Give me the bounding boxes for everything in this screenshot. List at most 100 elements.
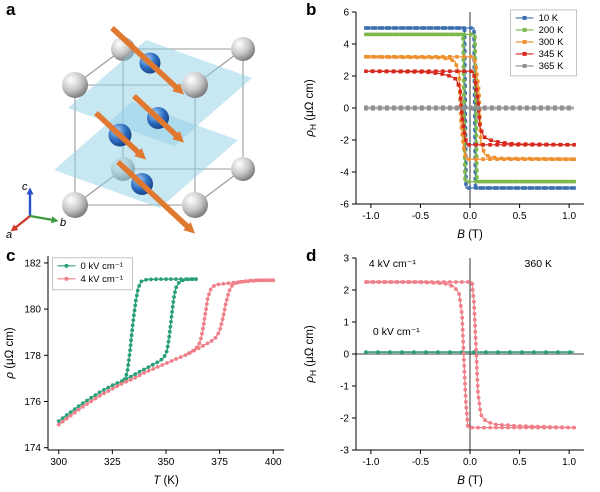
marker [465, 417, 470, 422]
marker [513, 156, 518, 161]
marker [376, 350, 380, 354]
marker [133, 303, 138, 308]
marker [407, 280, 412, 284]
marker [454, 287, 458, 291]
marker [373, 55, 378, 59]
marker [556, 350, 560, 354]
marker [434, 55, 438, 59]
marker [401, 280, 406, 284]
marker [204, 302, 209, 306]
series-line [58, 278, 196, 422]
marker [399, 107, 403, 111]
legend-label: 200 K [539, 25, 564, 36]
marker [463, 393, 468, 398]
marker [558, 179, 562, 184]
marker [508, 350, 512, 354]
marker [481, 186, 485, 190]
x-axis-label: B (T) [457, 229, 483, 241]
marker [459, 125, 464, 130]
marker [128, 374, 133, 379]
marker [551, 157, 555, 161]
x-tick-label: -1.0 [362, 457, 380, 468]
marker [472, 317, 477, 322]
marker [471, 294, 476, 298]
marker [64, 413, 69, 417]
series-345-K [364, 69, 576, 147]
marker [472, 350, 476, 354]
marker [472, 30, 476, 34]
marker [126, 358, 131, 362]
legend-label: 4 kV cm⁻¹ [80, 274, 123, 285]
marker [473, 323, 477, 328]
marker [389, 280, 394, 284]
axis-label-a: a [6, 229, 12, 241]
marker [469, 69, 473, 73]
marker [151, 367, 156, 371]
panel-label-b: b [306, 0, 317, 19]
y-tick-label: 1 [343, 318, 349, 329]
marker [523, 157, 527, 161]
marker [450, 58, 455, 62]
hall-vs-field-svg: -1.0 -0.5 0.0 0.5 1.0 -6 -4 -2 0 2 4 6 B (T) ρH (μΩ c… [304, 8, 584, 241]
marker [60, 416, 65, 420]
x-tick-label: 0.5 [513, 211, 527, 222]
marker [481, 149, 486, 153]
marker [475, 94, 480, 99]
marker [419, 280, 424, 284]
marker [544, 186, 548, 190]
marker [518, 107, 522, 111]
marker [483, 107, 487, 111]
marker [474, 65, 478, 70]
marker [464, 182, 468, 186]
marker [169, 277, 173, 281]
marker [509, 157, 513, 161]
marker [462, 131, 467, 135]
marker [402, 32, 407, 37]
marker [482, 135, 487, 140]
marker [367, 32, 372, 37]
marker [461, 36, 465, 41]
marker [458, 96, 463, 101]
y-tick-label: 4 [343, 40, 349, 51]
marker [476, 101, 480, 106]
series-0-kV-cm⁻¹ [56, 277, 198, 423]
x-tick-label: 0.5 [513, 457, 527, 468]
x-tick-label: 0.0 [463, 211, 477, 222]
y-axis-label: ρ (μΩ cm) [4, 327, 16, 379]
marker [434, 69, 438, 73]
y-tick-label: -6 [340, 200, 349, 211]
marker [384, 69, 389, 74]
marker [226, 293, 231, 297]
y-tick-label: -1 [340, 382, 349, 393]
marker [424, 350, 428, 354]
series-4-kV-cm⁻¹ [364, 280, 576, 430]
marker [461, 78, 466, 83]
marker [80, 401, 85, 406]
marker [495, 179, 499, 184]
marker [110, 386, 115, 391]
marker [554, 425, 558, 430]
marker [530, 186, 534, 190]
marker [479, 413, 484, 418]
marker [415, 26, 420, 30]
panel-d: d -1.0 -0.5 0.0 0.5 1.0 -3 -2 -1 0 1 2 3 B (T) ρH (μΩ… [300, 246, 600, 492]
marker [387, 26, 392, 30]
marker [478, 407, 483, 412]
marker [420, 107, 424, 111]
marker [481, 143, 485, 147]
marker [129, 333, 134, 338]
marker [251, 279, 256, 283]
marker [476, 395, 481, 400]
marker [470, 282, 475, 286]
marker [133, 375, 138, 380]
marker [458, 298, 462, 302]
marker [461, 85, 466, 90]
marker [544, 350, 548, 354]
marker [434, 107, 438, 111]
moment-arrows [94, 25, 196, 234]
marker [461, 339, 466, 344]
marker [174, 357, 179, 361]
marker [137, 373, 142, 378]
marker [415, 55, 420, 60]
marker [524, 425, 528, 430]
